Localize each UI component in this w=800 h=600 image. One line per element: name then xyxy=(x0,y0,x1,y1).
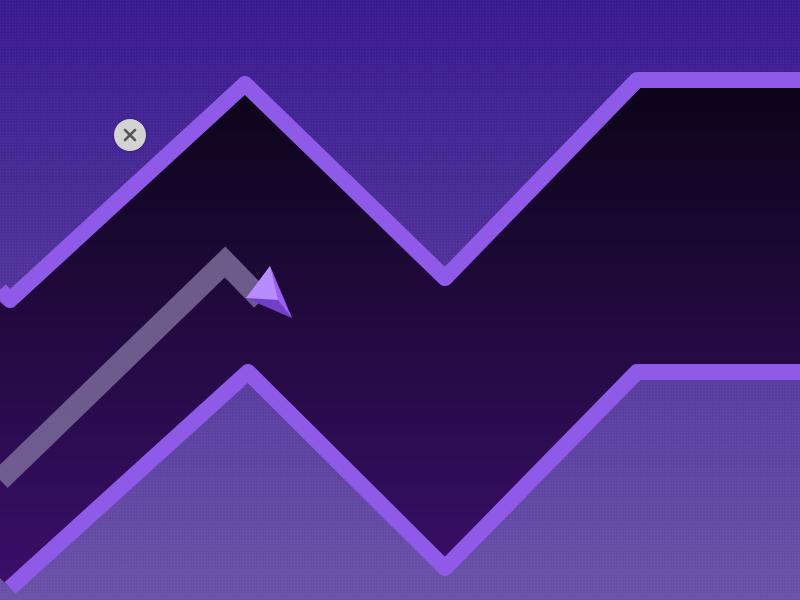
top-wall xyxy=(0,72,800,308)
corridor xyxy=(0,80,800,588)
bottom-wall xyxy=(4,364,800,594)
wave-trail xyxy=(0,246,270,488)
close-icon xyxy=(123,128,137,142)
close-button[interactable] xyxy=(114,119,146,151)
player-wave-icon xyxy=(246,266,292,318)
